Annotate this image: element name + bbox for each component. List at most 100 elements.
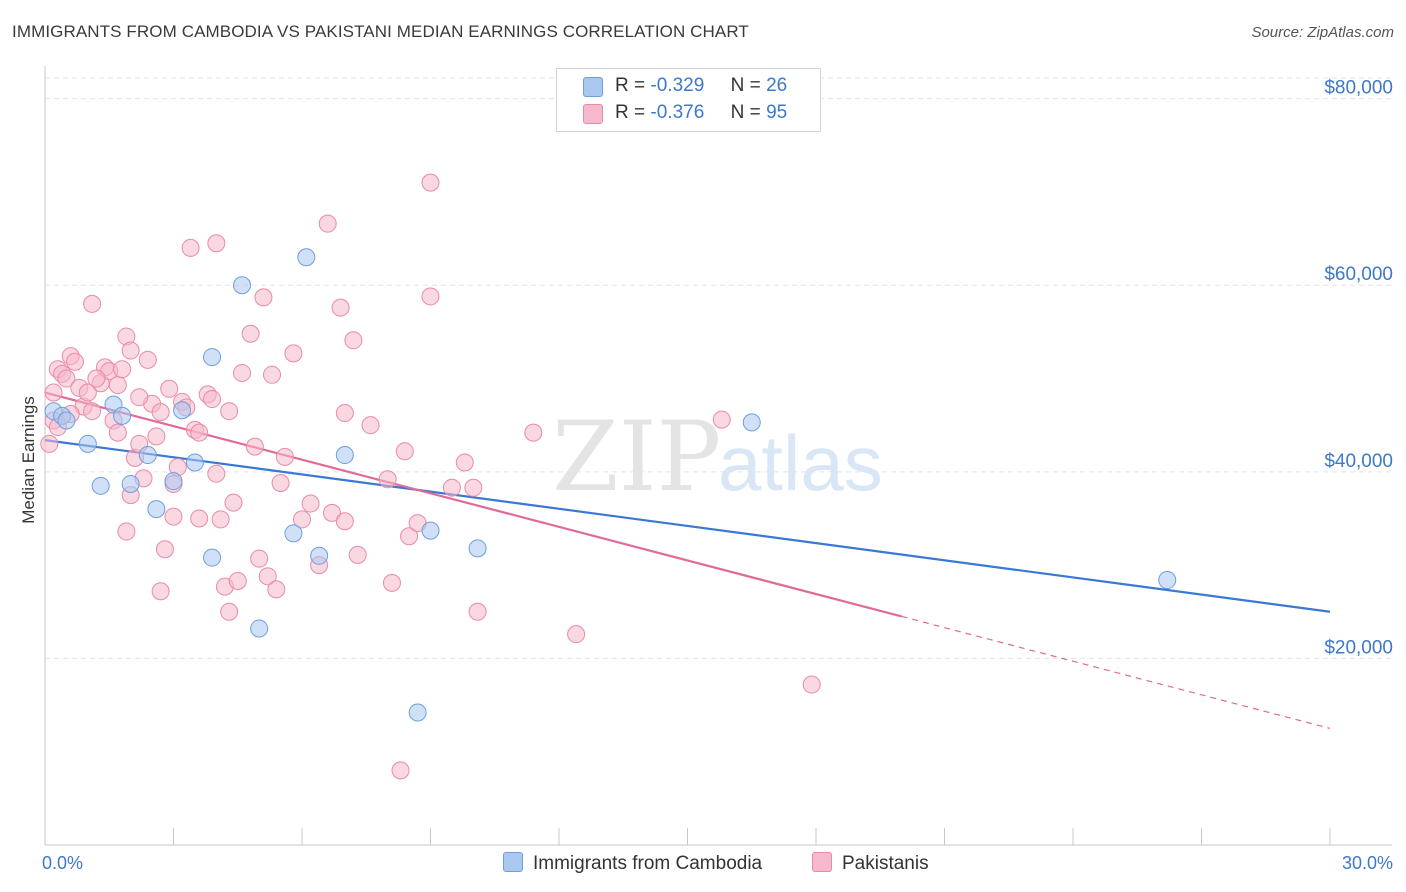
pakistani-point bbox=[271, 474, 290, 493]
y-tick-label: $60,000 bbox=[1324, 264, 1393, 285]
pakistani-point bbox=[181, 238, 200, 257]
legend-swatch-pakistanis bbox=[583, 104, 603, 124]
pakistani-point bbox=[335, 404, 354, 423]
pakistani-point bbox=[113, 360, 132, 379]
legend: R = -0.329 N = 26 R = -0.376 N = 95 bbox=[556, 68, 821, 132]
pakistani-point bbox=[57, 369, 76, 388]
pakistani-point bbox=[190, 423, 209, 442]
pakistani-point bbox=[284, 344, 303, 363]
chart-title: IMMIGRANTS FROM CAMBODIA VS PAKISTANI ME… bbox=[12, 22, 749, 41]
pakistani-point bbox=[250, 549, 269, 568]
pakistani-point bbox=[258, 567, 277, 586]
pakistani-point bbox=[224, 493, 243, 512]
legend-r-label: R = bbox=[615, 102, 646, 123]
cambodia-point bbox=[138, 446, 157, 465]
watermark-zip: ZIP bbox=[552, 401, 721, 513]
legend-swatch-cambodia bbox=[583, 77, 603, 97]
pakistani-point bbox=[400, 527, 419, 546]
pakistani-point bbox=[108, 376, 127, 395]
pakistani-point bbox=[87, 369, 106, 388]
cambodia-point bbox=[408, 703, 427, 722]
cambodia-point bbox=[91, 476, 110, 495]
pakistani-point bbox=[138, 350, 157, 369]
pakistani-point bbox=[203, 390, 222, 409]
pakistani-point bbox=[421, 173, 440, 192]
pakistani-point bbox=[464, 478, 483, 497]
bottom-legend-label-pakistanis: Pakistanis bbox=[842, 853, 929, 874]
pakistani-point bbox=[151, 582, 170, 601]
pakistani-point bbox=[263, 365, 282, 384]
cambodia-point bbox=[1158, 571, 1177, 590]
cambodia-point bbox=[233, 276, 252, 295]
cambodia-point bbox=[742, 413, 761, 432]
y-tick-label: $80,000 bbox=[1324, 78, 1393, 99]
watermark-atlas: atlas bbox=[718, 419, 883, 507]
data-points bbox=[40, 173, 1177, 780]
pakistani-point bbox=[391, 761, 410, 780]
pakistani-point bbox=[130, 388, 149, 407]
bottom-legend-swatch-cambodia bbox=[503, 852, 523, 872]
legend-n-label: N = bbox=[730, 102, 761, 123]
y-tick-labels: $20,000 $40,000 $60,000 $80,000 bbox=[1324, 78, 1393, 659]
legend-text-cambodia: R = -0.329 N = 26 bbox=[615, 75, 787, 97]
pakistani-point bbox=[382, 573, 401, 592]
pakistani-point bbox=[378, 470, 397, 489]
pakistani-point bbox=[228, 571, 247, 590]
bottom-legend-pakistanis: Pakistanis bbox=[812, 852, 929, 875]
cambodia-point bbox=[164, 472, 183, 491]
legend-text-pakistanis: R = -0.376 N = 95 bbox=[615, 102, 787, 124]
cambodia-trend-line bbox=[44, 439, 1331, 613]
pakistani-point bbox=[147, 427, 166, 446]
pakistani-point bbox=[802, 675, 821, 694]
pakistani-point bbox=[524, 423, 543, 442]
pakistani-point bbox=[155, 540, 174, 559]
cambodia-point bbox=[121, 474, 140, 493]
pakistani-point bbox=[361, 416, 380, 435]
y-tick-label: $20,000 bbox=[1324, 637, 1393, 658]
pakistani-point bbox=[220, 402, 239, 421]
pakistani-point bbox=[83, 294, 102, 313]
pakistani-point bbox=[108, 423, 127, 442]
legend-n-value: 26 bbox=[766, 75, 788, 96]
pakistani-point bbox=[348, 545, 367, 564]
pakistani-point bbox=[442, 478, 461, 497]
pakistani-point bbox=[318, 214, 337, 233]
pakistani-point bbox=[322, 503, 341, 522]
legend-r-value: -0.329 bbox=[650, 75, 705, 96]
pakistani-point bbox=[164, 507, 183, 526]
pakistani-point bbox=[207, 464, 226, 483]
pakistani-point bbox=[455, 453, 474, 472]
source-label: Source: ZipAtlas.com bbox=[1251, 24, 1394, 41]
pakistani-point bbox=[220, 602, 239, 621]
watermark: ZIP atlas bbox=[552, 401, 883, 513]
cambodia-point bbox=[78, 434, 97, 453]
legend-r-value: -0.376 bbox=[650, 102, 705, 123]
pakistani-point bbox=[78, 383, 97, 402]
cambodia-point bbox=[297, 248, 316, 267]
cambodia-point bbox=[335, 446, 354, 465]
pakistani-point bbox=[121, 341, 140, 360]
cambodia-point bbox=[57, 411, 76, 430]
legend-n-value: 95 bbox=[766, 102, 788, 123]
pakistani-point bbox=[65, 352, 84, 371]
pakistani-point bbox=[331, 298, 350, 317]
pakistani-point bbox=[267, 580, 286, 599]
pakistani-point bbox=[335, 512, 354, 531]
cambodia-point bbox=[185, 453, 204, 472]
cambodia-point bbox=[173, 401, 192, 420]
pakistani-point bbox=[293, 510, 311, 529]
pakistani-point bbox=[301, 494, 320, 513]
pakistani-point bbox=[190, 509, 209, 528]
bottom-legend-label-cambodia: Immigrants from Cambodia bbox=[533, 853, 763, 874]
pakistani-point bbox=[83, 402, 102, 421]
pakistani-point bbox=[245, 437, 264, 456]
legend-n-label: N = bbox=[730, 75, 761, 96]
pakistani-point bbox=[211, 510, 230, 529]
pakistani-point bbox=[241, 324, 260, 343]
bottom-legend-cambodia: Immigrants from Cambodia bbox=[503, 852, 762, 875]
pakistani-point bbox=[207, 234, 226, 253]
pakistani-point bbox=[421, 287, 440, 306]
bottom-legend-swatch-pakistanis bbox=[812, 852, 832, 872]
pakistani-point bbox=[254, 288, 273, 307]
